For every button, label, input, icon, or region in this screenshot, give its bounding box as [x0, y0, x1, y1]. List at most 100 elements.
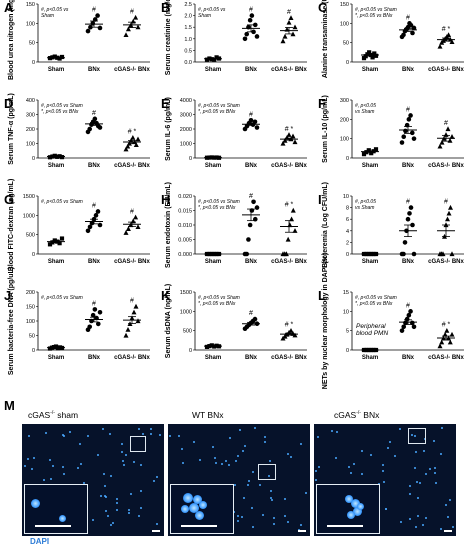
y-axis-label-g: Blood FITC-dextran (ng/mL)	[8, 179, 15, 272]
nucleus-dot	[408, 492, 411, 495]
nucleus-dot	[381, 470, 384, 473]
panel-letter-m: M	[4, 398, 15, 413]
x-category-c-1: BNx	[402, 67, 415, 73]
stat-note-k-1: *, p<0.05 vs BNx	[198, 301, 236, 307]
data-point-h-2-3	[285, 236, 291, 242]
data-point-l-1-1	[401, 324, 407, 330]
inset-scale-bar	[327, 525, 363, 527]
stat-note-e-1: *, p<0.05 vs BNx	[198, 109, 236, 115]
data-point-d-2-6	[133, 142, 139, 148]
nucleus-dot	[155, 522, 158, 525]
y-axis-label-c: Alanine transaminase (U/L)	[322, 0, 329, 78]
x-category-j-0: Sham	[48, 355, 64, 361]
y-tick-label-i-3: 6	[346, 217, 349, 223]
nucleus-dot	[268, 475, 271, 478]
nucleus-dot	[243, 496, 246, 499]
panel-letter-d: D	[4, 96, 13, 111]
data-point-l-1-4	[406, 312, 412, 318]
nucleus-dot	[127, 509, 130, 512]
significance-mark-h-1: #	[249, 193, 253, 200]
x-category-e-0: Sham	[205, 163, 221, 169]
nucleus-dot	[61, 466, 64, 469]
nucleus-dot	[238, 429, 241, 432]
stat-note-b-0: #, p<0.05 vs	[198, 7, 226, 13]
panel-letter-a: A	[4, 0, 14, 15]
y-tick-label-h-4: 0.020	[178, 194, 192, 200]
data-point-g-1-4	[93, 213, 99, 218]
stat-note-c-1: *, p<0.05 vs BNx	[355, 13, 393, 19]
nucleus-dot	[259, 484, 262, 487]
x-category-d-1: BNx	[88, 163, 101, 169]
nucleus-dot	[318, 465, 321, 468]
y-axis-label-l: NETs by nuclear morphology in DAPI (%)	[322, 253, 329, 389]
nucleus-dot	[23, 465, 26, 468]
stat-note-a-1: Sham	[41, 13, 54, 19]
nucleus-blob	[345, 495, 353, 503]
significance-mark-k-1: #	[249, 310, 253, 317]
data-point-j-1-1	[87, 324, 93, 330]
y-tick-label-j-3: 150	[26, 305, 35, 311]
x-category-l-1: BNx	[402, 355, 415, 361]
data-point-f-1-4	[406, 117, 412, 122]
data-point-b-2-1	[282, 33, 288, 39]
significance-mark-b-2: #	[287, 9, 291, 16]
zoom-inset	[170, 484, 234, 534]
y-tick-label-j-2: 100	[26, 319, 35, 325]
stat-note-d-1: *, p<0.05 vs BNx	[41, 109, 79, 115]
data-point-j-1-7	[97, 310, 103, 315]
zoom-region-box	[408, 428, 426, 444]
y-tick-label-c-0: 0	[346, 60, 349, 66]
data-point-e-1-3	[248, 118, 254, 123]
nucleus-blob	[189, 503, 199, 513]
y-tick-label-h-1: 0.005	[178, 238, 192, 244]
micrograph-title-1: cGAS-/- sham	[28, 410, 79, 420]
nucleus-dot	[236, 520, 239, 523]
nucleus-dot	[110, 475, 113, 478]
data-point-a-0-5	[59, 54, 65, 60]
y-tick-label-g-2: 1000	[23, 213, 35, 219]
x-category-g-2: cGAS-/- BNx	[114, 259, 150, 265]
nucleus-dot	[76, 467, 79, 470]
nucleus-dot	[63, 472, 66, 475]
nucleus-dot	[121, 443, 124, 446]
data-point-f-0-3	[369, 151, 374, 156]
nucleus-dot	[247, 483, 250, 486]
nucleus-dot	[348, 465, 351, 468]
significance-mark-a-2: #	[130, 9, 134, 16]
micrograph-title-2: WT BNx	[192, 410, 224, 420]
data-point-a-1-0	[85, 28, 91, 34]
significance-mark-c-1: #	[406, 14, 410, 21]
stat-note-h-0: #, p<0.05 vs Sham	[198, 199, 240, 205]
x-category-d-0: Sham	[48, 163, 64, 169]
nucleus-dot	[314, 470, 317, 473]
data-point-e-2-3	[286, 132, 292, 137]
data-point-l-2-6	[447, 339, 453, 345]
data-point-f-1-7	[411, 136, 417, 141]
nucleus-dot	[449, 499, 452, 502]
data-point-h-1-2	[246, 237, 251, 242]
y-tick-label-i-5: 10	[343, 194, 349, 200]
data-point-l-2-1	[439, 339, 445, 345]
y-tick-label-d-0: 0	[32, 156, 35, 162]
y-tick-label-a-2: 100	[26, 21, 35, 27]
x-category-f-2: cGAS-/- BNx	[428, 163, 464, 169]
scale-bar	[298, 530, 306, 532]
stat-note-f-1: vs Sham	[355, 109, 374, 115]
stat-note-l-1: *, p<0.05 vs BNx	[355, 301, 393, 307]
data-point-c-1-1	[401, 32, 406, 38]
nucleus-dot	[424, 473, 427, 476]
nucleus-dot	[250, 507, 253, 510]
significance-mark-d-2: # *	[128, 129, 137, 136]
y-tick-label-k-0: 0	[189, 348, 192, 354]
nucleus-dot	[30, 468, 33, 470]
x-category-f-0: Sham	[362, 163, 378, 169]
panel-letter-k: K	[161, 288, 171, 303]
nucleus-dot	[69, 431, 72, 434]
nucleus-dot	[32, 457, 35, 460]
data-point-d-0-2	[52, 153, 57, 158]
stat-note-e-0: #, p<0.05 vs Sham	[198, 103, 240, 109]
stat-note-i-0: #, p<0.05	[355, 199, 376, 205]
x-category-b-2: cGAS-/- BNx	[271, 67, 307, 73]
nucleus-dot	[104, 494, 107, 497]
data-point-j-2-4	[131, 309, 137, 315]
